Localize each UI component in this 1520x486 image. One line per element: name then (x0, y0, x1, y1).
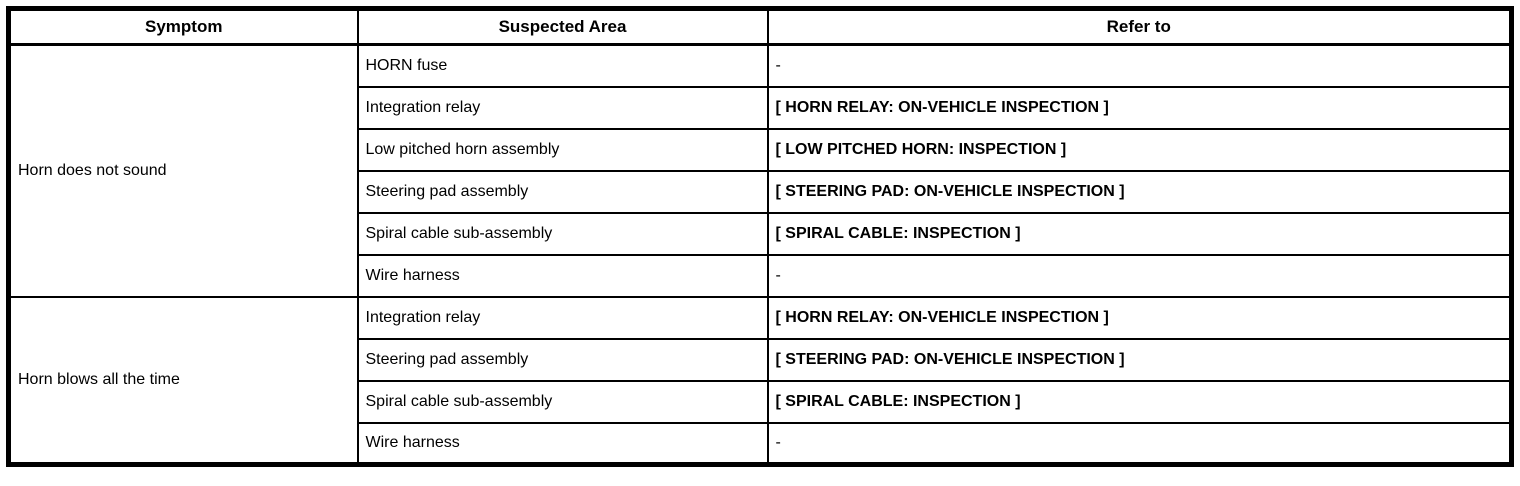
table-header: Symptom Suspected Area Refer to (7, 7, 1513, 46)
suspected-area-cell: Steering pad assembly (356, 337, 769, 382)
suspected-area-cell: Spiral cable sub-assembly (356, 211, 769, 256)
refer-to-link[interactable]: [ HORN RELAY: ON-VEHICLE INSPECTION ] (766, 295, 1513, 340)
table-row: Low pitched horn assembly[ LOW PITCHED H… (9, 127, 1513, 172)
table-row: Wire harness - (9, 421, 1513, 466)
refer-to-link[interactable]: [ SPIRAL CABLE: INSPECTION ] (766, 379, 1513, 424)
table-row: Spiral cable sub-assembly[ SPIRAL CABLE:… (9, 379, 1513, 424)
suspected-area-cell: Integration relay (356, 85, 769, 130)
suspected-area-cell: Wire harness (356, 253, 769, 298)
refer-to-cell: - (766, 253, 1513, 298)
table-row: Horn does not sound HORN fuse - (7, 43, 1513, 298)
table-row: Steering pad assembly[ STEERING PAD: ON-… (9, 169, 1513, 214)
header-row: Symptom Suspected Area Refer to (7, 7, 1513, 46)
table-body: Horn does not sound HORN fuse - Integration… (7, 43, 1513, 466)
refer-to-link[interactable]: [ STEERING PAD: ON-VEHICLE INSPECTION ] (766, 169, 1513, 214)
table-row: Integration relay[ HORN RELAY: ON-VEHICL… (9, 85, 1513, 130)
refer-to-cell: - (766, 421, 1513, 466)
column-header-refer-to: Refer to (766, 7, 1513, 46)
refer-to-link[interactable]: [ SPIRAL CABLE: INSPECTION ] (766, 211, 1513, 256)
table-row: Spiral cable sub-assembly[ SPIRAL CABLE:… (9, 211, 1513, 256)
suspected-area-cell: Wire harness (356, 421, 769, 466)
symptom-troubleshooting-table: Symptom Suspected Area Refer to Horn doe… (6, 6, 1514, 467)
suspected-area-cell: HORN fuse (356, 43, 769, 88)
page: Symptom Suspected Area Refer to Horn doe… (0, 6, 1520, 486)
refer-to-cell: - (766, 43, 1513, 88)
column-header-symptom: Symptom (7, 7, 359, 46)
refer-to-link[interactable]: [ LOW PITCHED HORN: INSPECTION ] (766, 127, 1513, 172)
symptom-cell: Horn does not sound (7, 43, 359, 298)
symptom-cell: Horn blows all the time (7, 295, 359, 466)
suspected-area-cell: Integration relay (356, 295, 769, 340)
suspected-area-cell: Low pitched horn assembly (356, 127, 769, 172)
suspected-area-cell: Steering pad assembly (356, 169, 769, 214)
table-row: Steering pad assembly[ STEERING PAD: ON-… (9, 337, 1513, 382)
refer-to-link[interactable]: [ STEERING PAD: ON-VEHICLE INSPECTION ] (766, 337, 1513, 382)
suspected-area-cell: Spiral cable sub-assembly (356, 379, 769, 424)
table-row: Horn blows all the time Integration relay… (7, 295, 1513, 466)
column-header-suspected-area: Suspected Area (356, 7, 769, 46)
table-row: Wire harness - (9, 253, 1513, 298)
refer-to-link[interactable]: [ HORN RELAY: ON-VEHICLE INSPECTION ] (766, 85, 1513, 130)
